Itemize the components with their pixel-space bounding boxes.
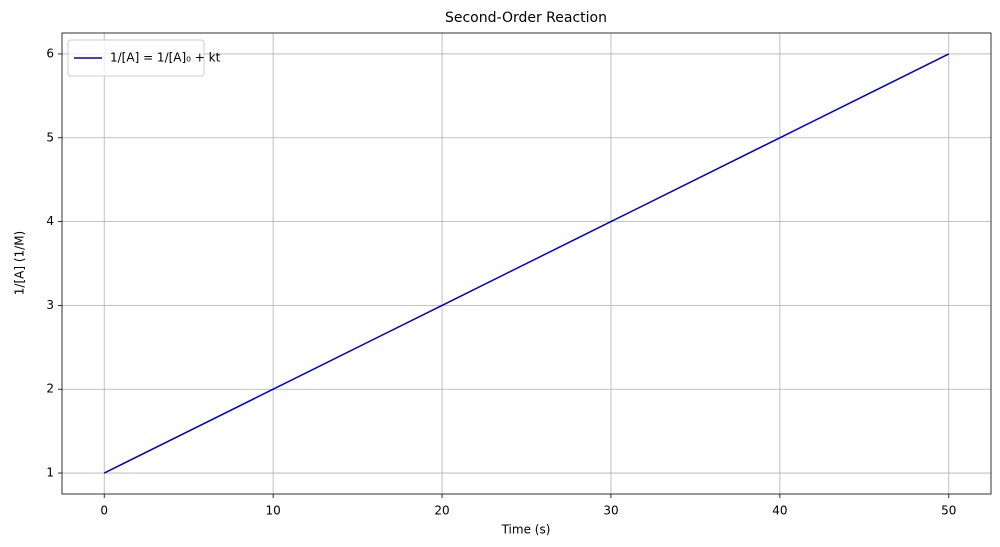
y-tick-label: 3 bbox=[46, 298, 54, 312]
x-tick-label: 40 bbox=[772, 504, 787, 518]
y-tick-label: 2 bbox=[46, 382, 54, 396]
legend: 1/[A] = 1/[A]₀ + kt bbox=[67, 39, 221, 77]
x-tick-label: 30 bbox=[603, 504, 618, 518]
y-tick-label: 5 bbox=[46, 130, 54, 144]
x-axis-label: Time (s) bbox=[501, 523, 551, 537]
y-tick-label: 1 bbox=[46, 466, 54, 480]
data-line bbox=[103, 53, 950, 474]
plot-frame bbox=[61, 32, 992, 495]
x-tick-label: 0 bbox=[100, 504, 108, 518]
x-tick-label: 20 bbox=[434, 504, 449, 518]
y-axis-label: 1/[A] (1/M) bbox=[13, 231, 27, 295]
y-tick-label: 6 bbox=[46, 46, 54, 60]
x-tick-label: 50 bbox=[941, 504, 956, 518]
legend-label: 1/[A] = 1/[A]₀ + kt bbox=[110, 51, 221, 65]
x-tick-label: 10 bbox=[265, 504, 280, 518]
chart-title: Second-Order Reaction bbox=[445, 10, 607, 26]
legend-box bbox=[67, 39, 205, 77]
y-tick-label: 4 bbox=[46, 214, 54, 228]
